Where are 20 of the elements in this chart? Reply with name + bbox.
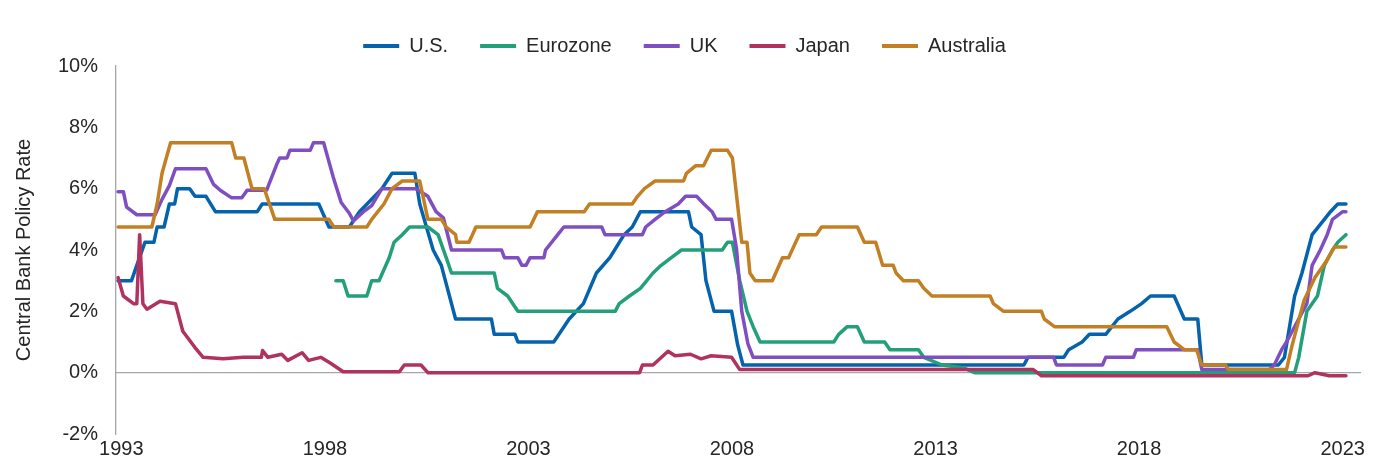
y-tick-label: 10%: [58, 53, 99, 76]
legend-label: UK: [689, 33, 719, 56]
x-tick-label: 2008: [709, 436, 755, 459]
y-tick-label: 4%: [69, 237, 99, 260]
y-tick-label: 2%: [69, 298, 99, 321]
legend-label: Australia: [927, 33, 1007, 56]
y-axis-title: Central Bank Policy Rate: [11, 138, 34, 362]
y-tick-label: 0%: [69, 360, 99, 383]
legend-label: U.S.: [409, 33, 449, 56]
x-tick-label: 1993: [99, 436, 144, 459]
y-tick-label: 8%: [69, 114, 99, 137]
y-tick-label: 6%: [69, 176, 99, 199]
x-tick-label: 2018: [1116, 436, 1162, 459]
y-tick-label: -2%: [62, 421, 99, 444]
legend-label: Japan: [795, 33, 850, 56]
x-tick-label: 2023: [1320, 436, 1365, 459]
x-tick-label: 1998: [302, 436, 348, 459]
x-tick-label: 2003: [506, 436, 551, 459]
x-tick-label: 2013: [913, 436, 958, 459]
legend-label: Eurozone: [526, 33, 612, 56]
